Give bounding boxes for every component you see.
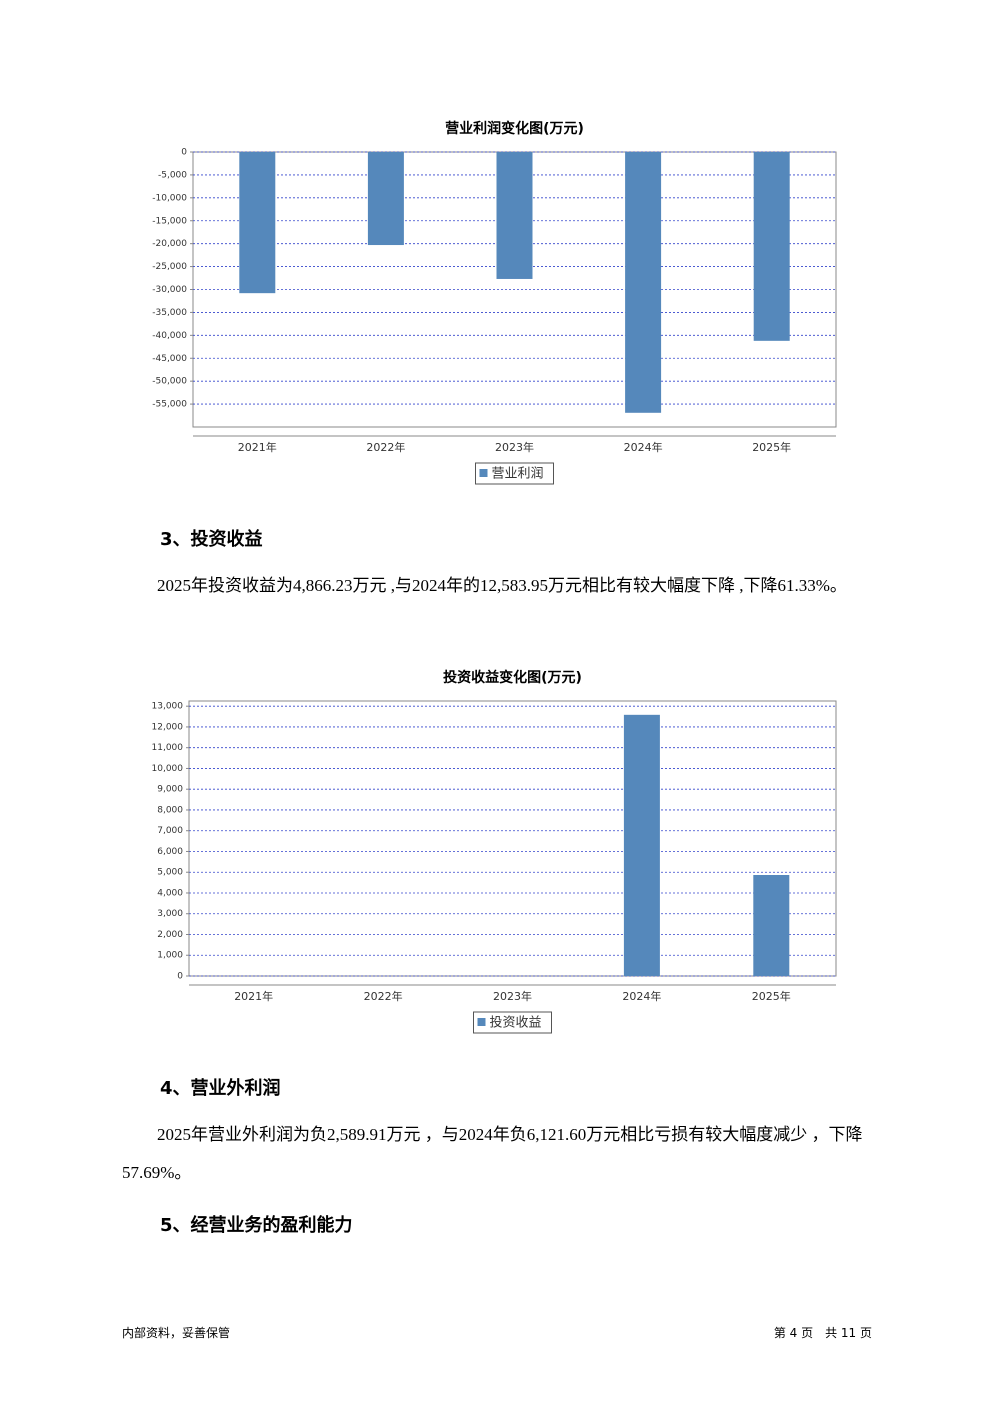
y-tick-label: -50,000: [152, 377, 187, 387]
bar: [753, 152, 790, 341]
y-tick-label: 3,000: [157, 909, 183, 919]
plot-area: [188, 700, 837, 977]
x-tick-label: 2021年: [234, 989, 273, 1003]
y-tick-label: -5,000: [158, 170, 187, 180]
x-tick-label: 2025年: [752, 440, 791, 454]
chart-title: 营业利润变化图(万元): [445, 120, 584, 137]
bar: [753, 875, 790, 976]
bar: [496, 152, 533, 279]
y-tick-label: 5,000: [157, 868, 183, 878]
x-tick-label: 2025年: [752, 989, 791, 1003]
chart-title: 投资收益变化图(万元): [443, 669, 582, 686]
paragraph: 2025年投资收益为4,866.23万元 ,与2024年的12,583.95万元…: [157, 576, 847, 595]
legend-swatch: [477, 1018, 486, 1026]
legend-box: [473, 1011, 552, 1034]
y-tick-label: 10,000: [152, 764, 184, 774]
footer-left: 内部资料，妥善保管: [122, 1326, 231, 1340]
legend-label: 投资收益: [490, 1015, 542, 1031]
bar: [367, 152, 404, 246]
section-heading: 3、投资收益: [160, 529, 263, 550]
x-tick-label: 2022年: [366, 440, 405, 454]
y-tick-label: 2,000: [157, 930, 183, 940]
y-tick-label: 1,000: [157, 951, 183, 961]
y-tick-label: -10,000: [152, 193, 187, 203]
y-tick-label: -45,000: [152, 354, 187, 364]
section-heading: 4、营业外利润: [160, 1078, 281, 1099]
paragraph: 2025年营业外利润为负2,589.91万元 ，与2024年负6,121.60万…: [122, 1125, 863, 1182]
bar: [623, 714, 660, 976]
x-tick-label: 2023年: [495, 440, 534, 454]
y-tick-label: 8,000: [157, 805, 183, 815]
y-tick-label: -35,000: [152, 308, 187, 318]
x-tick-label: 2021年: [238, 440, 277, 454]
y-tick-label: -40,000: [152, 331, 187, 341]
y-tick-label: 13,000: [152, 702, 184, 712]
x-tick-label: 2024年: [624, 440, 663, 454]
y-tick-label: 7,000: [157, 826, 183, 836]
y-tick-label: 12,000: [152, 722, 184, 732]
x-tick-label: 2022年: [364, 989, 403, 1003]
charts: 营业利润变化图(万元) 0 -5,000 -10,000 -15,000 -20,000 -…: [152, 120, 837, 1034]
legend-box: [475, 462, 554, 485]
legend-swatch: [479, 469, 488, 477]
x-tick-label: 2024年: [622, 989, 661, 1003]
section-heading: 5、经营业务的盈利能力: [160, 1215, 353, 1236]
legend-label: 营业利润: [492, 467, 544, 482]
y-tick-label: -55,000: [152, 400, 187, 410]
y-tick-label: 0: [181, 148, 187, 158]
footer-right: 第 4 页 共 11 页: [773, 1326, 872, 1340]
y-tick-label: 6,000: [157, 847, 183, 857]
bar: [625, 152, 662, 413]
y-tick-label: -20,000: [152, 239, 187, 249]
y-tick-label: -30,000: [152, 285, 187, 295]
y-tick-label: 11,000: [152, 743, 184, 753]
bar: [239, 152, 276, 294]
y-tick-label: -15,000: [152, 216, 187, 226]
y-tick-label: 4,000: [157, 888, 183, 898]
x-tick-label: 2023年: [493, 989, 532, 1003]
y-tick-label: -25,000: [152, 262, 187, 272]
y-tick-label: 0: [177, 972, 183, 982]
y-tick-label: 9,000: [157, 785, 183, 795]
